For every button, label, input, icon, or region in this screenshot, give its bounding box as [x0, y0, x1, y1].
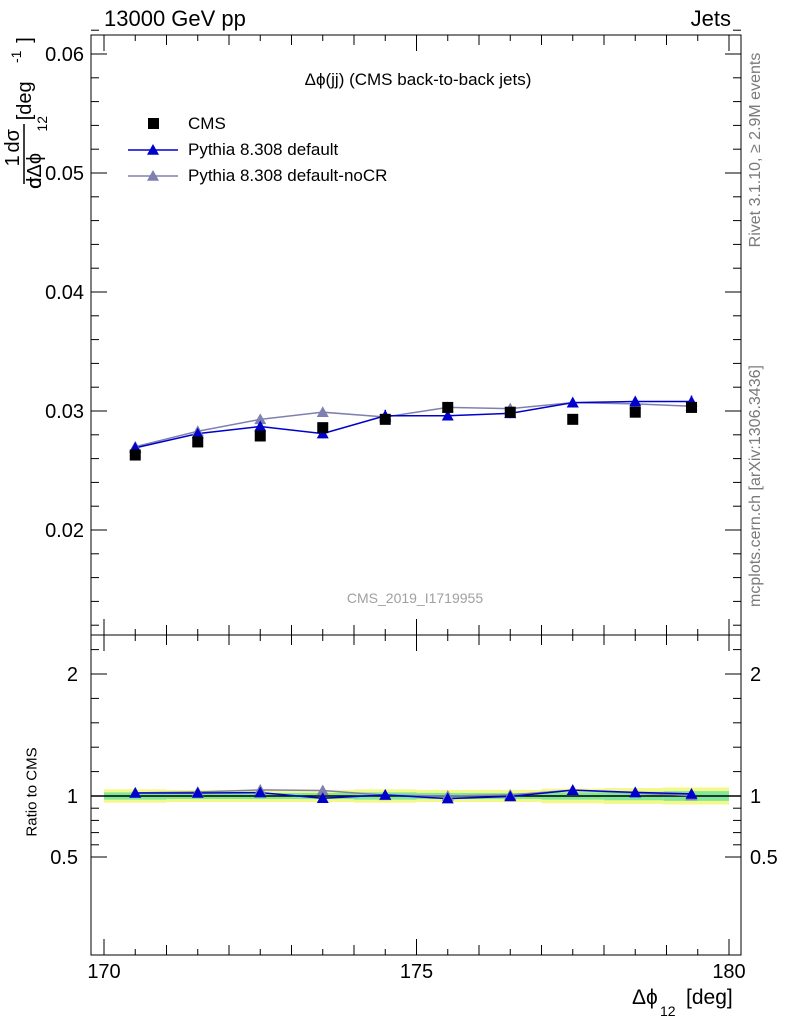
chart-title: Δϕ(jj) (CMS back-to-back jets) [304, 70, 532, 89]
marker-cms [629, 406, 641, 418]
ratio-marker-default [629, 786, 642, 798]
x-tick-label: 170 [87, 961, 120, 983]
marker-cms [192, 436, 204, 448]
legend-label-cms: CMS [188, 114, 226, 133]
ratio-marker-default [504, 790, 517, 802]
main-panel-frame [90, 34, 742, 636]
x-axis-title: Δϕ 12 [deg] [632, 986, 733, 1019]
marker-cms [567, 413, 579, 425]
x-tick-label: 175 [400, 961, 433, 983]
marker-default [441, 409, 454, 421]
svg-text:Δϕ: Δϕ [632, 986, 658, 1009]
header-left: 13000 GeV pp [104, 6, 246, 31]
y-tick-label: 0.05 [45, 163, 84, 185]
ratio-y-tick-label: 2 [67, 664, 78, 686]
series-line-nocr [135, 401, 692, 448]
marker-cms [442, 401, 454, 413]
marker-nocr [316, 406, 329, 417]
marker-cms [504, 406, 516, 418]
y-axis-title: 1 dσ σ dΔϕ 12 [deg -1 ] [2, 37, 52, 189]
svg-text:1 dσ σ dΔϕ: 1 dσ σ dΔϕ 12 [deg -1 ] [2, 37, 52, 189]
ratio-y-tick-label-right: 0.5 [750, 847, 778, 869]
ratio-marker-default [685, 787, 698, 799]
ratio-marker-default [379, 788, 392, 800]
ratio-y-tick-label-right: 2 [750, 664, 761, 686]
marker-cms [129, 449, 141, 461]
series-line-default [135, 400, 692, 449]
svg-text:[deg]: [deg] [686, 986, 733, 1009]
ratio-marker-nocr [316, 784, 329, 796]
marker-default [566, 396, 579, 408]
ratio-y-tick-label: 0.5 [50, 847, 78, 869]
marker-cms [254, 430, 266, 442]
marker-cms [317, 422, 329, 434]
legend-marker-cms [148, 118, 159, 129]
marker-default [191, 427, 204, 439]
ratio-y-tick-label: 1 [67, 786, 78, 808]
ratio-y-tick-label-right: 1 [750, 786, 761, 808]
ratio-marker-default [191, 786, 204, 798]
header-right: Jets [690, 6, 731, 31]
watermark: CMS_2019_I1719955 [346, 590, 484, 606]
ratio-marker-default [316, 792, 329, 803]
y-tick-label: 0.06 [45, 44, 84, 66]
legend-marker-nocr [147, 170, 159, 181]
y-tick-label: 0.04 [45, 282, 84, 304]
ratio-marker-default [566, 784, 579, 795]
marker-default [254, 420, 267, 432]
y-tick-label: 0.02 [45, 520, 84, 542]
ratio-line-default [135, 789, 692, 800]
ratio-marker-default [129, 786, 142, 798]
y-tick-label: 0.03 [45, 401, 84, 423]
legend-label-nocr: Pythia 8.308 default-noCR [188, 166, 388, 185]
marker-default [629, 395, 642, 407]
marker-nocr [254, 413, 267, 425]
marker-cms [686, 401, 697, 413]
ratio-marker-default [254, 786, 267, 798]
legend-marker-default [147, 144, 159, 155]
legend-label-default: Pythia 8.308 default [188, 140, 339, 159]
marker-cms [379, 413, 391, 425]
ratio-marker-default [441, 792, 454, 804]
svg-text:12: 12 [660, 1003, 676, 1019]
x-tick-label: 180 [712, 961, 745, 983]
